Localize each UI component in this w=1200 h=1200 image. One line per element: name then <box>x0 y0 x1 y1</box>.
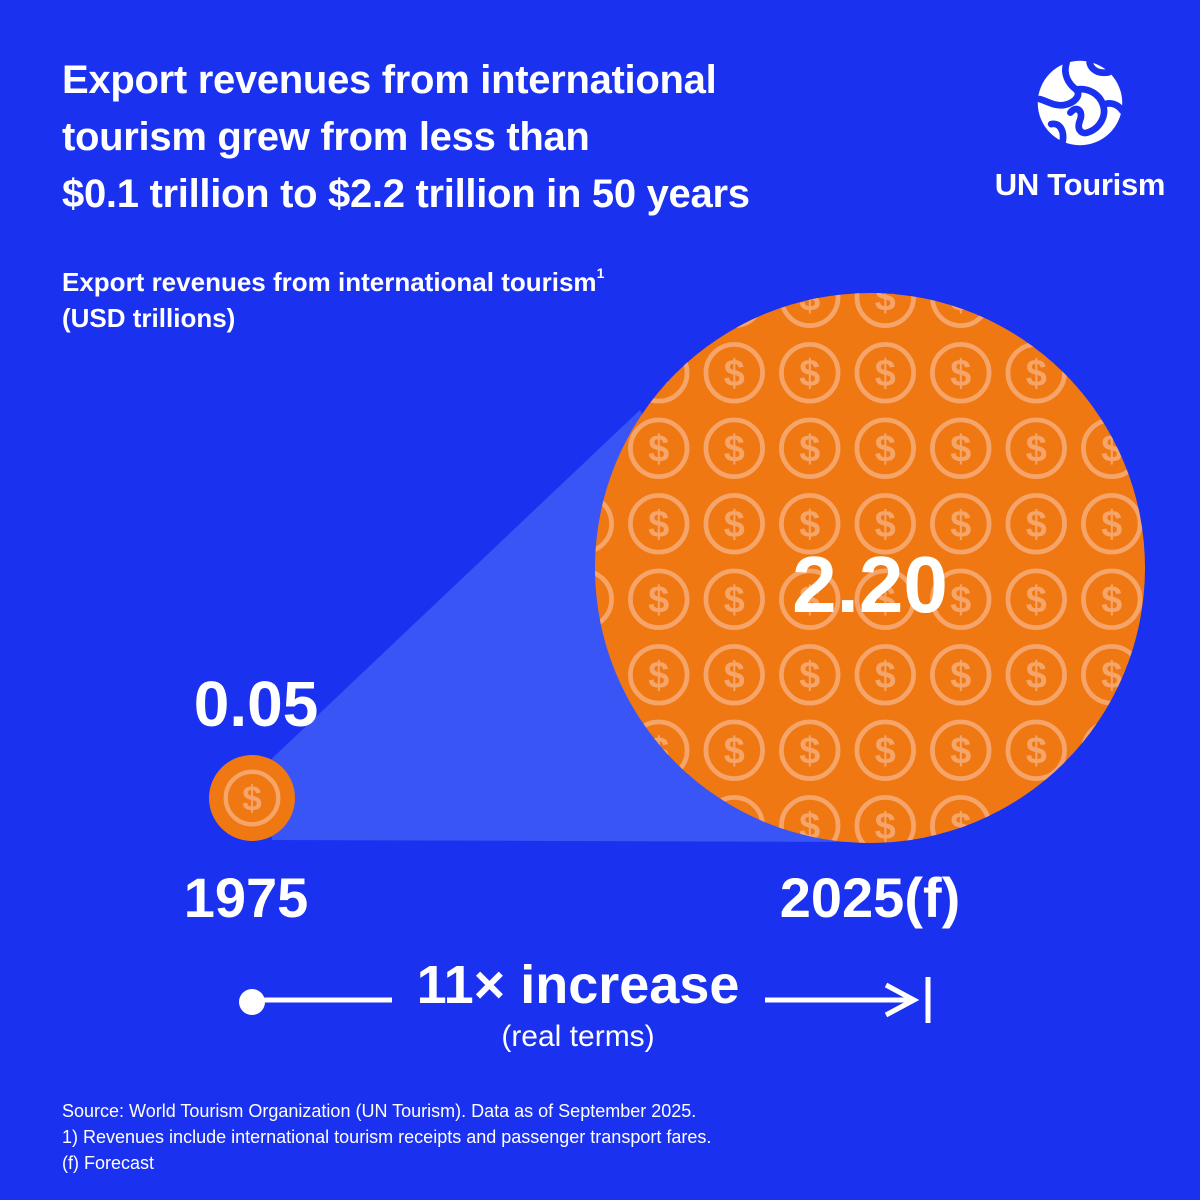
value-label-2025: 2.20 <box>792 540 948 629</box>
un-tourism-globe-icon <box>1036 59 1126 146</box>
source-note: Source: World Tourism Organization (UN T… <box>62 1101 697 1121</box>
bubbles <box>209 293 1145 843</box>
arrow-head-icon <box>884 982 920 1018</box>
headline: Export revenues from international touri… <box>62 52 922 223</box>
chart-title-text: Export revenues from international touri… <box>62 267 597 297</box>
dollar-coin-pattern <box>595 293 1145 843</box>
headline-line-2: tourism grew from less than <box>62 115 590 159</box>
forecast-note: (f) Forecast <box>62 1153 155 1173</box>
category-label-2025: 2025(f) <box>780 866 961 929</box>
increase-sublabel: (real terms) <box>501 1020 654 1053</box>
footnote-1: 1) Revenues include international touris… <box>62 1127 712 1147</box>
increase-indicator: 11× increase (real terms) <box>239 955 931 1053</box>
chart-title-footnote-marker: 1 <box>596 265 605 281</box>
chart-title: Export revenues from international touri… <box>62 264 762 336</box>
headline-line-1: Export revenues from international <box>62 58 717 102</box>
chart-title-line: Export revenues from international touri… <box>62 264 762 300</box>
brand-name: UN Tourism <box>994 167 1166 202</box>
footnotes: Source: World Tourism Organization (UN T… <box>62 1098 1162 1176</box>
chart-unit: (USD trillions) <box>62 303 236 333</box>
headline-line-3: $0.1 trillion to $2.2 trillion in 50 yea… <box>62 172 750 216</box>
value-label-1975: 0.05 <box>194 668 319 740</box>
category-label-1975: 1975 <box>184 866 309 929</box>
un-tourism-logo: UN Tourism <box>980 55 1180 205</box>
increase-label: 11× increase <box>417 955 740 1015</box>
